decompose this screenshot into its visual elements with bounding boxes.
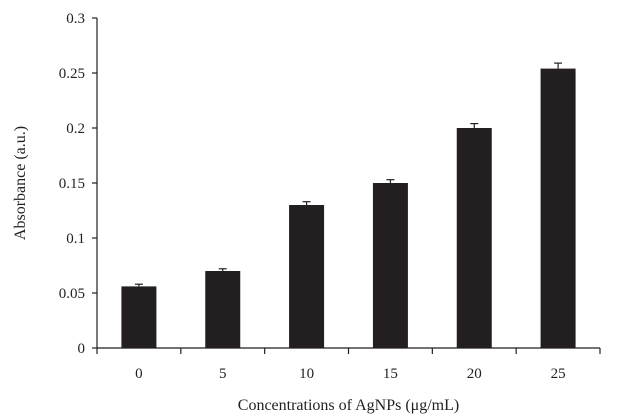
bar-15: [372, 183, 408, 348]
bar-5: [205, 271, 241, 348]
x-tick-label: 5: [219, 366, 227, 382]
bar-20: [456, 128, 492, 348]
y-tick-label: 0.15: [59, 176, 85, 192]
bar-10: [289, 205, 325, 348]
y-tick-label: 0.3: [66, 11, 85, 27]
x-tick-label: 20: [467, 366, 482, 382]
y-tick-label: 0.1: [66, 231, 85, 247]
x-axis-ticks: 0 5 10 15 20 25: [96, 348, 601, 382]
y-tick-label: 0.2: [66, 121, 85, 137]
bars: [121, 68, 576, 348]
error-bars: [134, 62, 563, 287]
bar-25: [540, 68, 576, 348]
y-tick-label: 0.05: [59, 286, 85, 302]
x-tick-label: 25: [551, 366, 566, 382]
y-axis-ticks: 0 0.05 0.1 0.15 0.2 0.25 0.3: [59, 11, 97, 357]
x-tick-label: 15: [383, 366, 398, 382]
y-tick-label: 0.25: [59, 66, 85, 82]
x-tick-label: 10: [299, 366, 314, 382]
x-tick-label: 0: [135, 366, 143, 382]
y-tick-label: 0: [78, 341, 86, 357]
x-axis-title: Concentrations of AgNPs (μg/mL): [238, 397, 459, 414]
y-axis-title: Absorbance (a.u.): [12, 126, 29, 240]
bar-0: [121, 286, 157, 348]
